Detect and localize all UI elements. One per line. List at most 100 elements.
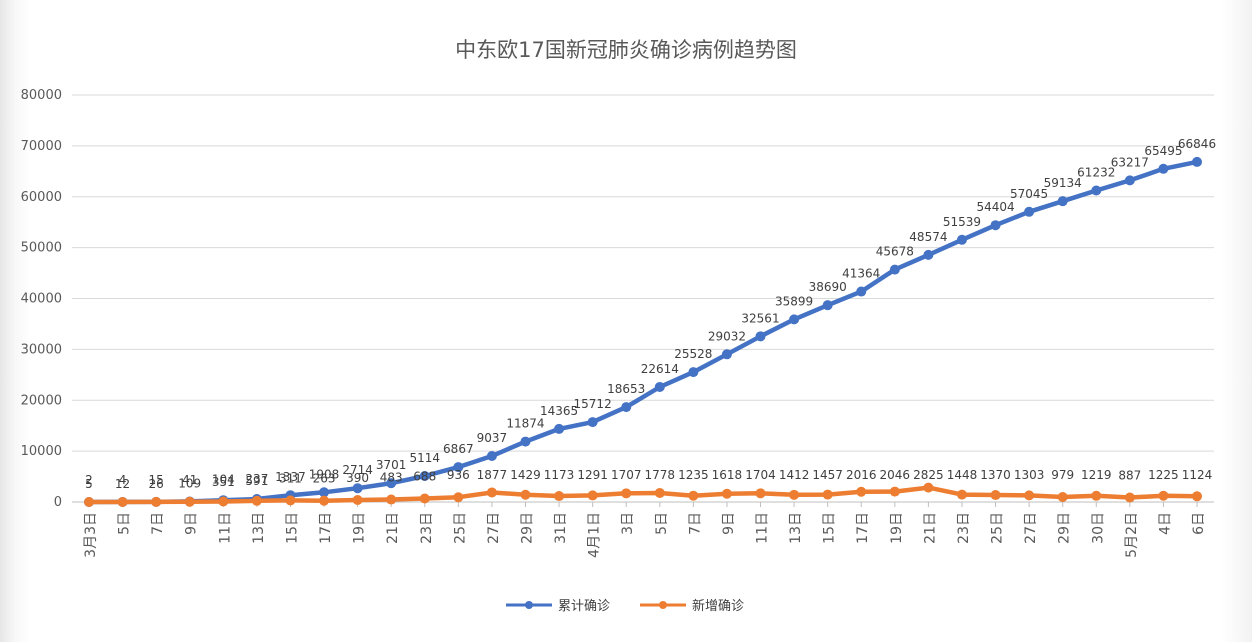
data-point (923, 482, 934, 493)
data-label: 3701 (376, 458, 407, 472)
data-label: 1429 (510, 468, 541, 482)
data-point (587, 417, 598, 428)
data-label: 65495 (1144, 144, 1182, 158)
x-tick-label: 23日 (419, 512, 435, 544)
data-label: 2016 (846, 468, 877, 482)
series-line-2 (86, 485, 1200, 505)
data-point (856, 486, 867, 497)
data-point (486, 451, 497, 462)
data-point (117, 496, 128, 507)
data-label: 237 (245, 472, 268, 486)
data-label: 15 (149, 473, 164, 487)
data-label: 1173 (544, 468, 575, 482)
x-tick-label: 27日 (1023, 512, 1039, 544)
data-label: 41364 (842, 267, 880, 281)
data-label: 263 (313, 472, 336, 486)
series-lines (84, 156, 1202, 507)
data-point (990, 220, 1001, 231)
y-tick-label: 70000 (21, 139, 62, 154)
data-point (554, 423, 565, 434)
data-label: 936 (447, 468, 470, 482)
data-label: 1291 (577, 468, 608, 482)
y-tick-label: 0 (54, 495, 62, 510)
data-point (319, 487, 330, 498)
data-label: 32561 (741, 311, 779, 325)
data-point (789, 489, 800, 500)
data-label: 2046 (880, 468, 911, 482)
data-labels: 5 12 26 109 351 591 1337 1908 2714 37015114686790… (85, 137, 1216, 491)
x-tick-label: 13日 (251, 512, 267, 544)
x-tick-label: 5月2日 (1124, 512, 1140, 558)
data-label: 48574 (909, 230, 947, 244)
data-label: 25528 (674, 347, 712, 361)
data-label: 109 (178, 476, 201, 490)
x-axis-labels: 3月3日 5日 7日 9日 11日 13日 15日 17日 19日 21日 23日 25日 27日 29日… (83, 502, 1207, 558)
data-point (1024, 206, 1035, 217)
x-tick-label: 27日 (486, 512, 502, 544)
data-label: 15712 (574, 397, 612, 411)
data-label: 5 (85, 477, 93, 491)
data-point (486, 487, 497, 498)
data-label: 1707 (611, 468, 642, 482)
data-label: 6867 (443, 442, 474, 456)
data-label: 1235 (678, 468, 709, 482)
data-point (319, 495, 330, 506)
data-point (721, 349, 732, 360)
data-point (1158, 163, 1169, 174)
data-label: 59134 (1044, 176, 1082, 190)
y-tick-label: 20000 (21, 393, 62, 408)
series-line-1 (86, 159, 1200, 505)
data-point (453, 462, 464, 473)
data-label: 11874 (506, 417, 544, 431)
x-tick-label: 11日 (755, 512, 771, 544)
x-tick-label: 9日 (721, 512, 737, 535)
x-tick-label: 19日 (889, 512, 905, 544)
data-label: 18653 (607, 382, 645, 396)
data-point (386, 494, 397, 505)
data-label: 57045 (1010, 187, 1048, 201)
x-tick-label: 19日 (352, 512, 368, 544)
x-tick-label: 11日 (217, 512, 233, 544)
data-point (721, 488, 732, 499)
data-label: 41 (182, 473, 197, 487)
x-tick-label: 13日 (788, 512, 804, 544)
data-point (621, 488, 632, 499)
data-label: 1778 (645, 468, 676, 482)
x-tick-label: 5日 (654, 512, 670, 535)
data-label: 22614 (641, 362, 679, 376)
x-tick-label: 17日 (855, 512, 871, 544)
data-point (822, 300, 833, 311)
x-tick-label: 29日 (1057, 512, 1073, 544)
data-point (151, 496, 162, 507)
data-label: 4 (119, 473, 127, 487)
legend-label: 新增确诊 (692, 598, 744, 614)
x-tick-label: 6日 (1191, 512, 1207, 535)
data-label: 2825 (913, 468, 944, 482)
x-tick-label: 15日 (284, 512, 300, 544)
x-tick-label: 29日 (519, 512, 535, 544)
data-label: 61232 (1077, 165, 1115, 179)
data-point (419, 470, 430, 481)
data-point (956, 489, 967, 500)
legend-label: 累计确诊 (558, 599, 610, 614)
data-label: 1219 (1081, 468, 1112, 482)
data-label: 979 (1051, 468, 1074, 482)
data-label: 9037 (477, 431, 508, 445)
data-label: 688 (413, 469, 436, 483)
data-label: 887 (1118, 468, 1141, 482)
data-label: 35899 (775, 294, 813, 308)
data-point (1192, 156, 1202, 167)
data-label: 29032 (708, 329, 746, 343)
data-point (1124, 175, 1135, 186)
data-point (587, 490, 598, 501)
x-tick-label: 15日 (822, 512, 838, 544)
x-tick-label: 25日 (452, 512, 468, 544)
data-point (654, 381, 665, 392)
data-point (755, 331, 766, 342)
data-point (621, 402, 632, 413)
y-tick-label: 40000 (21, 292, 62, 307)
x-tick-label: 17日 (318, 512, 334, 544)
x-tick-label: 7日 (687, 512, 703, 535)
y-tick-label: 60000 (21, 190, 62, 205)
data-point (453, 492, 464, 503)
